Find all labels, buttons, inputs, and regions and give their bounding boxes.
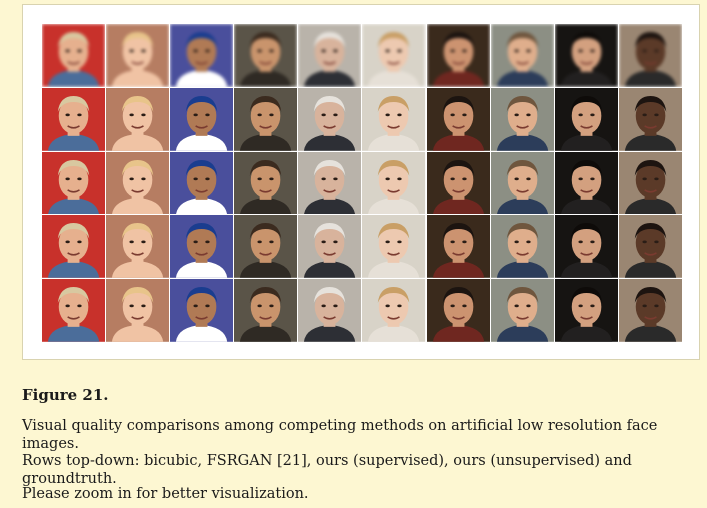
caption-line-3: Please zoom in for better visualization. bbox=[22, 486, 309, 502]
face-thumbnail bbox=[554, 279, 618, 342]
face-thumbnail bbox=[298, 87, 362, 151]
face-thumbnail bbox=[106, 215, 170, 279]
face-thumbnail bbox=[42, 87, 106, 151]
face-thumbnail bbox=[42, 151, 106, 215]
face-thumbnail bbox=[170, 279, 234, 342]
face-thumbnail bbox=[426, 215, 490, 279]
face-thumbnail bbox=[554, 87, 618, 151]
face-thumbnail bbox=[618, 24, 682, 87]
face-thumbnail bbox=[106, 151, 170, 215]
face-thumbnail bbox=[490, 87, 554, 151]
face-thumbnail bbox=[554, 151, 618, 215]
face-thumbnail bbox=[298, 151, 362, 215]
face-thumbnail bbox=[106, 87, 170, 151]
face-thumbnail bbox=[490, 279, 554, 342]
face-thumbnail bbox=[170, 151, 234, 215]
face-thumbnail bbox=[234, 215, 298, 279]
face-comparison-grid bbox=[42, 24, 682, 342]
face-thumbnail bbox=[618, 279, 682, 342]
face-thumbnail bbox=[234, 279, 298, 342]
face-thumbnail bbox=[170, 24, 234, 87]
caption-line-2: Rows top-down: bicubic, FSRGAN [21], our… bbox=[22, 453, 632, 487]
face-thumbnail bbox=[234, 24, 298, 87]
face-thumbnail bbox=[106, 279, 170, 342]
face-thumbnail bbox=[170, 87, 234, 151]
face-thumbnail bbox=[106, 24, 170, 87]
face-thumbnail bbox=[298, 215, 362, 279]
face-thumbnail bbox=[618, 215, 682, 279]
face-thumbnail bbox=[362, 24, 426, 87]
face-thumbnail bbox=[234, 87, 298, 151]
face-thumbnail bbox=[554, 24, 618, 87]
face-thumbnail bbox=[618, 151, 682, 215]
face-thumbnail bbox=[490, 215, 554, 279]
face-thumbnail bbox=[362, 87, 426, 151]
face-thumbnail bbox=[490, 24, 554, 87]
face-thumbnail bbox=[426, 279, 490, 342]
figure-image-frame bbox=[22, 4, 700, 360]
face-thumbnail bbox=[426, 87, 490, 151]
face-thumbnail bbox=[298, 24, 362, 87]
face-thumbnail bbox=[554, 215, 618, 279]
face-thumbnail bbox=[362, 215, 426, 279]
face-thumbnail bbox=[42, 24, 106, 87]
caption-line-1: Visual quality comparisons among competi… bbox=[22, 418, 658, 452]
face-thumbnail bbox=[234, 151, 298, 215]
face-thumbnail bbox=[618, 87, 682, 151]
face-thumbnail bbox=[490, 151, 554, 215]
face-thumbnail bbox=[298, 279, 362, 342]
face-thumbnail bbox=[362, 151, 426, 215]
face-thumbnail bbox=[42, 215, 106, 279]
face-thumbnail bbox=[426, 24, 490, 87]
face-thumbnail bbox=[426, 151, 490, 215]
face-thumbnail bbox=[170, 215, 234, 279]
face-thumbnail bbox=[362, 279, 426, 342]
figure-label: Figure 21. bbox=[22, 386, 109, 404]
face-thumbnail bbox=[42, 279, 106, 342]
